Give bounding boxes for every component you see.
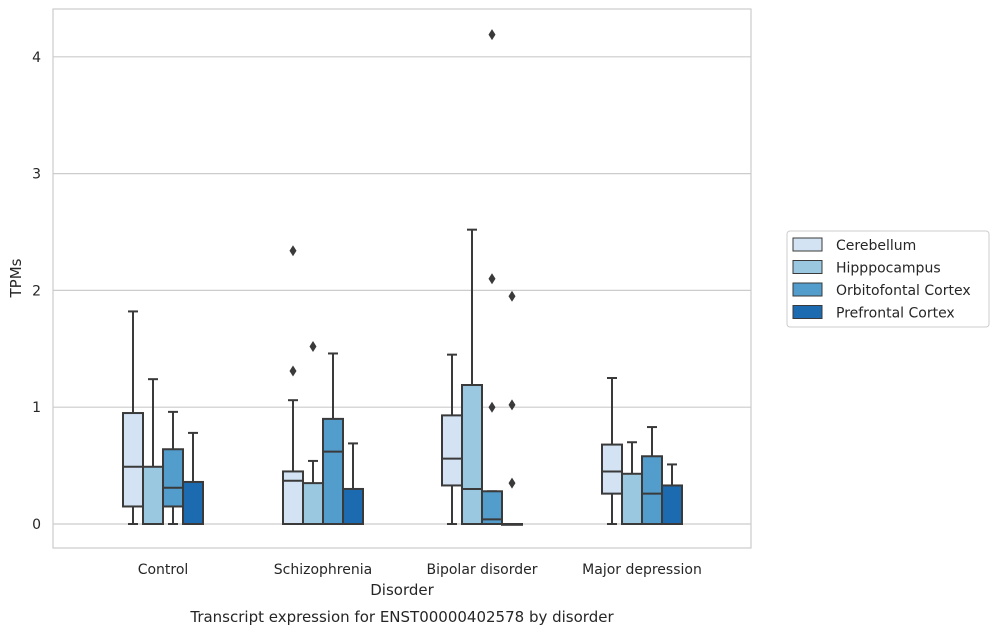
legend-swatch	[792, 237, 823, 252]
outlier-point	[289, 365, 297, 377]
box-3-3	[661, 463, 683, 525]
box-2-0	[162, 410, 184, 525]
chart-caption: Transcript expression for ENST0000040257…	[189, 608, 614, 626]
box-3-0	[182, 431, 204, 525]
x-tick-label: Bipolar disorder	[426, 562, 537, 578]
y-tick-label: 2	[32, 283, 41, 299]
boxes	[122, 29, 683, 526]
x-tick-label: Control	[138, 562, 189, 578]
outlier-point	[289, 245, 297, 257]
box-2-2	[481, 29, 503, 525]
y-axis-title: TPMs	[7, 258, 25, 298]
legend-label: Orbitofontal Cortex	[836, 283, 971, 299]
legend: Cerebellum Hipppocampus Orbitofontal Corte…	[786, 230, 990, 328]
box-body	[641, 455, 663, 526]
outlier-point	[488, 273, 496, 285]
y-axis-ticks: 0 1 2 3 4	[32, 50, 41, 533]
box-0-2	[441, 353, 463, 525]
box-0-3	[601, 377, 623, 525]
box-0-1	[282, 245, 304, 526]
box-body	[182, 480, 204, 525]
x-tick-label: Major depression	[582, 562, 702, 578]
box-body	[302, 482, 324, 525]
outlier-point	[508, 399, 516, 411]
y-tick-label: 4	[32, 50, 41, 66]
y-tick-label: 0	[32, 517, 41, 533]
box-body	[142, 465, 164, 526]
outlier-point	[508, 290, 516, 302]
outlier-point	[508, 477, 516, 489]
outlier-point	[488, 401, 496, 413]
box-body	[461, 384, 483, 525]
legend-label: Hipppocampus	[836, 261, 941, 277]
legend-label: Cerebellum	[836, 238, 916, 254]
box-2-1	[322, 352, 344, 526]
box-body	[621, 472, 643, 525]
x-tick-label: Schizophrenia	[274, 562, 372, 578]
box-body	[122, 412, 144, 508]
legend-frame	[786, 230, 990, 328]
legend-label: Prefrontal Cortex	[836, 306, 955, 322]
outlier-point	[309, 340, 317, 352]
box-1-1	[302, 340, 324, 525]
outlier-point	[488, 29, 496, 41]
box-body	[601, 443, 623, 495]
box-body	[342, 487, 364, 525]
y-tick-label: 3	[32, 167, 41, 183]
box-0-0	[122, 310, 144, 525]
box-body	[162, 448, 184, 508]
x-axis-ticks: Control Schizophrenia Bipolar disorder Majo…	[138, 562, 702, 578]
box-1-2	[461, 228, 483, 525]
box-body	[481, 490, 503, 525]
box-3-2	[501, 290, 523, 526]
legend-swatch	[792, 260, 823, 274]
box-body	[661, 484, 683, 525]
y-tick-label: 1	[32, 400, 41, 416]
legend-swatch	[792, 305, 823, 319]
legend-swatch	[792, 282, 823, 297]
box-body	[441, 414, 463, 487]
box-body	[322, 417, 344, 526]
box-3-1	[342, 442, 364, 525]
x-axis-title: Disorder	[370, 581, 434, 599]
box-1-3	[621, 441, 643, 525]
box-2-3	[641, 426, 663, 526]
box-body	[282, 470, 304, 526]
box-1-0	[142, 378, 164, 526]
